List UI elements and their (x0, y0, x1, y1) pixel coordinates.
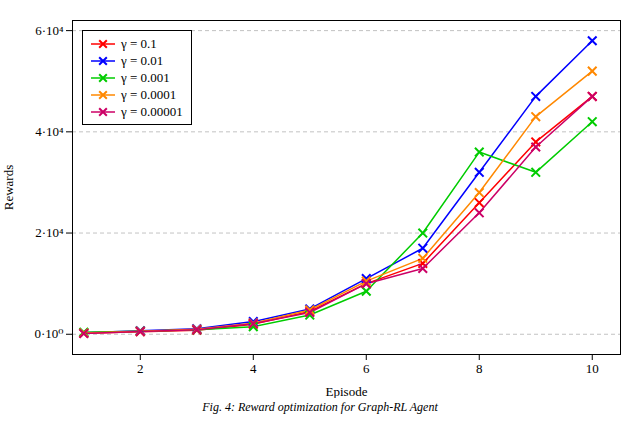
svg-text:Rewards: Rewards (1, 165, 16, 211)
svg-text:4: 4 (250, 361, 257, 376)
html-text:Fig. 4: Reward optimization fo: Fig. 4: Reward optimization for Graph-RL… (202, 400, 438, 414)
html-text:γ = 0.01: γ = 0.01 (121, 53, 164, 68)
html-text:γ = 0.0001: γ = 0.0001 (121, 87, 177, 102)
html-text:γ = 0.00001: γ = 0.00001 (121, 104, 183, 119)
svg-text:2: 2 (137, 361, 144, 376)
svg-text:6: 6 (363, 361, 370, 376)
svg-text:4·10⁴: 4·10⁴ (35, 124, 64, 139)
svg-text:6·10⁴: 6·10⁴ (35, 23, 64, 38)
svg-text:Episode: Episode (326, 384, 368, 399)
svg-text:10: 10 (586, 361, 599, 376)
html-text:γ = 0.1: γ = 0.1 (121, 36, 157, 51)
svg-text:2·10⁴: 2·10⁴ (35, 225, 64, 240)
svg-text:0·10⁰: 0·10⁰ (34, 326, 63, 341)
svg-text:8: 8 (476, 361, 483, 376)
html-text:γ = 0.001: γ = 0.001 (121, 70, 170, 85)
